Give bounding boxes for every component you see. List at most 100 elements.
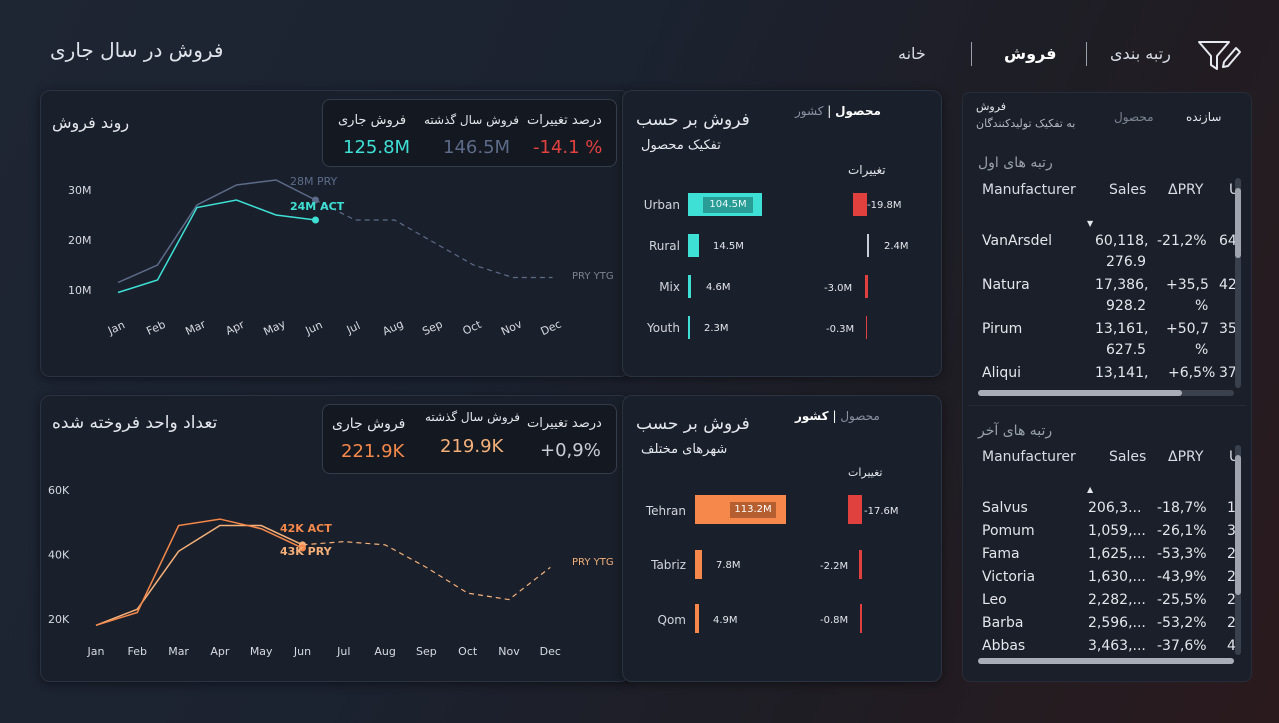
top-vertical-scroll-thumb[interactable] — [1235, 188, 1241, 258]
page-title: فروش در سال جاری — [50, 38, 224, 62]
cell-manufacturer: Victoria — [982, 569, 1036, 585]
bar-category-label: Qom — [657, 613, 686, 627]
cell-manufacturer: Natura — [982, 277, 1030, 293]
column-sales[interactable]: Sales — [1109, 182, 1147, 198]
pry-label: 28M PRY — [290, 175, 338, 188]
city-tab-strip[interactable]: محصول | کشور — [795, 409, 880, 423]
filter-edit-icon[interactable] — [1196, 36, 1242, 76]
kpi-change-label: درصد تغییرات — [527, 113, 602, 128]
sort-desc-icon[interactable]: ▼ — [1087, 219, 1094, 228]
top-horizontal-scroll-thumb[interactable] — [978, 390, 1182, 396]
column-units[interactable]: U — [1229, 449, 1239, 465]
bar-youth — [688, 316, 690, 339]
sort-asc-icon[interactable]: ▲ — [1087, 485, 1094, 494]
column-manufacturer[interactable]: Manufacturer — [982, 182, 1076, 198]
product-breakdown-subtitle: تفکیک محصول — [641, 138, 721, 153]
x-tick-label: Mar — [168, 645, 189, 658]
city-change-header: تغییرات — [848, 466, 883, 479]
x-tick-label: Jan — [105, 318, 127, 337]
change-bar — [859, 550, 862, 579]
cell-units: 64 — [1219, 233, 1237, 249]
cell-sales: 1,059,... — [1088, 523, 1146, 539]
cell-delta: -37,6% — [1157, 638, 1207, 654]
pry-current-point — [312, 196, 319, 204]
nav-ranking[interactable]: رتبه بندی — [1110, 44, 1171, 63]
x-tick-label: Jun — [293, 645, 311, 658]
cell-sales: 3,463,... — [1088, 638, 1146, 654]
pry-series-line — [117, 179, 316, 284]
bar-category-label: Rural — [648, 239, 680, 253]
bar-value-label: 4.6M — [706, 282, 731, 293]
cell-units: 1 — [1227, 500, 1236, 516]
column-manufacturer[interactable]: Manufacturer — [982, 449, 1076, 465]
tab-country[interactable]: کشور — [795, 409, 829, 423]
cell-sales: 206,3... — [1088, 500, 1142, 516]
act-series-line — [95, 518, 303, 627]
tab-product[interactable]: محصول — [840, 409, 880, 423]
ytg-label: PRY YTG — [572, 557, 614, 568]
cell-sales: 2,596,... — [1088, 615, 1146, 631]
cell-units: 4 — [1227, 638, 1236, 654]
change-bar — [853, 193, 867, 216]
cell-delta: -25,5% — [1157, 592, 1207, 608]
cell-manufacturer: Salvus — [982, 500, 1028, 516]
pry-ytg-series-line — [315, 199, 553, 279]
cell-sales: 13,161, — [1095, 321, 1149, 337]
tab-country[interactable]: کشور — [795, 104, 824, 118]
ytg-label: PRY YTG — [572, 271, 614, 282]
change-bar — [867, 234, 869, 257]
bar-category-label: Mix — [659, 280, 680, 294]
product-breakdown-title: فروش بر حسب — [636, 110, 750, 130]
nav-home[interactable]: خانه — [898, 44, 926, 63]
bottom-horizontal-scroll-thumb[interactable] — [978, 658, 1234, 664]
cell-sales: 60,118, — [1095, 233, 1149, 249]
x-tick-label: May — [250, 645, 273, 658]
y-tick-label: 20M — [68, 234, 92, 247]
kpi-change-value: +0,9% — [540, 440, 601, 461]
top-ranks-title: رتبه های اول — [978, 155, 1053, 171]
cell-delta: -18,7% — [1157, 500, 1207, 516]
column-delta-pry[interactable]: ΔPRY — [1168, 449, 1204, 465]
change-bar — [860, 604, 862, 633]
bar-qom — [695, 604, 699, 633]
kpi-change-label: درصد تغییرات — [527, 416, 602, 431]
bar-rural — [688, 234, 699, 257]
x-tick-label: Aug — [381, 317, 406, 338]
column-delta-pry[interactable]: ΔPRY — [1168, 182, 1204, 198]
tab-product[interactable]: محصول — [835, 104, 881, 118]
change-value-label: 2.4M — [884, 241, 909, 252]
cell-manufacturer: Pirum — [982, 321, 1023, 337]
cell-sales: 2,282,... — [1088, 592, 1146, 608]
top-vertical-scrollbar[interactable] — [1235, 178, 1241, 388]
tab-product[interactable]: محصول — [1114, 110, 1154, 124]
cell-units: 42 — [1219, 277, 1237, 293]
cell-units: 2 — [1227, 615, 1236, 631]
cell-units: 2 — [1227, 592, 1236, 608]
pry-series-line — [95, 524, 303, 627]
column-sales[interactable]: Sales — [1109, 449, 1147, 465]
product-breakdown-panel — [622, 90, 942, 377]
cell-delta: -43,9% — [1157, 569, 1207, 585]
y-tick-label: 40K — [48, 549, 70, 562]
x-tick-label: Mar — [183, 317, 208, 338]
x-tick-label: Dec — [540, 645, 561, 658]
act-current-point — [312, 216, 319, 224]
cell-manufacturer: Leo — [982, 592, 1007, 608]
product-tab-strip[interactable]: محصول | کشور — [795, 104, 881, 118]
tab-manufacturer[interactable]: سازنده — [1186, 110, 1222, 124]
cell-sales: 1,630,... — [1088, 569, 1146, 585]
nav-sales[interactable]: فروش — [1004, 44, 1057, 63]
x-tick-label: Aug — [374, 645, 395, 658]
act-series-line — [117, 199, 316, 294]
column-units[interactable]: U — [1229, 182, 1239, 198]
product-change-header: تغییرات — [848, 163, 886, 177]
bottom-vertical-scroll-thumb[interactable] — [1235, 455, 1241, 595]
cell-units: 37 — [1219, 365, 1237, 381]
city-breakdown-title: فروش بر حسب — [636, 414, 750, 434]
cell-delta: -26,1% — [1157, 523, 1207, 539]
bottom-ranks-title: رتبه های آخر — [978, 423, 1053, 439]
bar-value-label: 4.9M — [713, 615, 738, 626]
cell-sales: 17,386, — [1095, 277, 1149, 293]
tab-sales[interactable]: فروش — [976, 100, 1007, 113]
nav-separator — [971, 42, 972, 66]
